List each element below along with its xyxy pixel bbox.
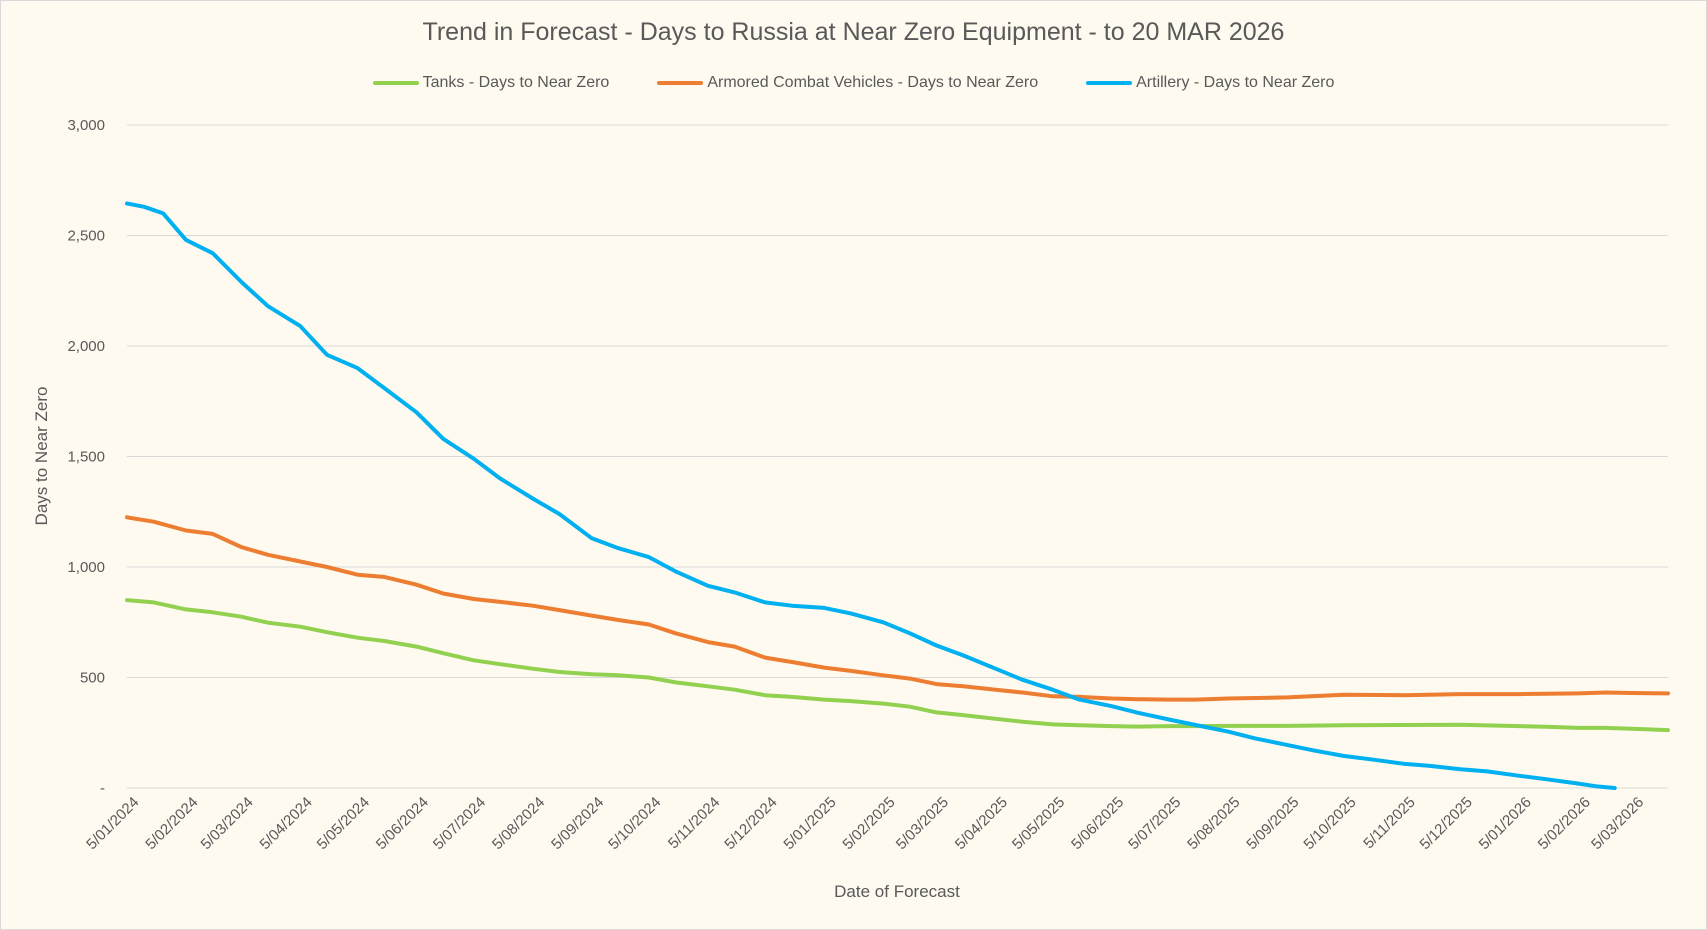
x-tick-label: 5/05/2025 [1009,794,1068,853]
y-tick-label: 3,000 [67,117,105,134]
x-tick-label: 5/01/2025 [780,794,839,853]
y-tick-label: 2,000 [67,338,105,355]
y-axis-ticks: - 500 1,000 1,500 2,000 2,500 3,000 [67,117,105,797]
x-tick-label: 5/03/2025 [893,794,952,853]
legend-swatch-armored [657,81,704,85]
x-tick-label: 5/07/2024 [430,794,489,853]
y-axis-title: Days to Near Zero [32,387,51,526]
x-tick-label: 5/08/2025 [1184,794,1243,853]
series-lines [125,201,1670,790]
x-tick-label: 5/06/2024 [373,794,432,853]
x-tick-label: 5/12/2024 [721,794,780,853]
x-tick-label: 5/11/2024 [665,794,723,852]
y-tick-label: 1,000 [67,559,105,576]
gridlines [127,124,1668,789]
x-tick-label: 5/02/2024 [142,794,201,853]
x-tick-label: 5/10/2024 [605,794,664,853]
legend-label-tanks: Tanks - Days to Near Zero [422,74,610,91]
legend-label-armored: Armored Combat Vehicles - Days to Near Z… [707,74,1039,91]
x-tick-label: 5/03/2026 [1588,794,1647,853]
y-tick-label: - [100,780,105,797]
x-tick-label: 5/02/2025 [839,794,898,853]
x-tick-label: 5/06/2025 [1068,794,1127,853]
x-tick-label: 5/04/2024 [257,794,316,853]
x-tick-label: 5/09/2024 [548,794,607,853]
x-axis-title: Date of Forecast [834,882,960,901]
y-tick-label: 1,500 [67,449,105,466]
x-tick-label: 5/10/2025 [1300,794,1359,853]
series-line-artillery [125,201,1617,790]
series-line-tanks [125,598,1670,733]
x-tick-label: 5/02/2026 [1535,794,1594,853]
series-line-armored [125,515,1670,702]
legend-item-tanks: Tanks - Days to Near Zero [372,74,610,92]
legend-item-artillery: Artillery - Days to Near Zero [1086,74,1334,92]
x-tick-label: 5/08/2024 [489,794,548,853]
x-tick-label: 5/03/2024 [198,794,257,853]
chart-title: Trend in Forecast - Days to Russia at Ne… [422,18,1285,46]
chart-legend: Tanks - Days to Near Zero Armored Combat… [0,74,1707,92]
legend-item-armored: Armored Combat Vehicles - Days to Near Z… [657,74,1038,92]
x-tick-label: 5/09/2025 [1243,794,1302,853]
x-tick-label: 5/01/2024 [83,794,142,853]
y-tick-label: 500 [80,670,105,687]
x-tick-label: 5/11/2025 [1360,794,1418,852]
legend-label-artillery: Artillery - Days to Near Zero [1136,74,1335,91]
x-tick-label: 5/07/2025 [1125,794,1184,853]
legend-swatch-artillery [1086,81,1133,85]
y-tick-label: 2,500 [67,228,105,245]
x-tick-label: 5/04/2025 [952,794,1011,853]
x-tick-label: 5/12/2025 [1417,794,1476,853]
x-tick-label: 5/01/2026 [1476,794,1535,853]
x-tick-label: 5/05/2024 [314,794,373,853]
legend-swatch-tanks [372,81,419,85]
